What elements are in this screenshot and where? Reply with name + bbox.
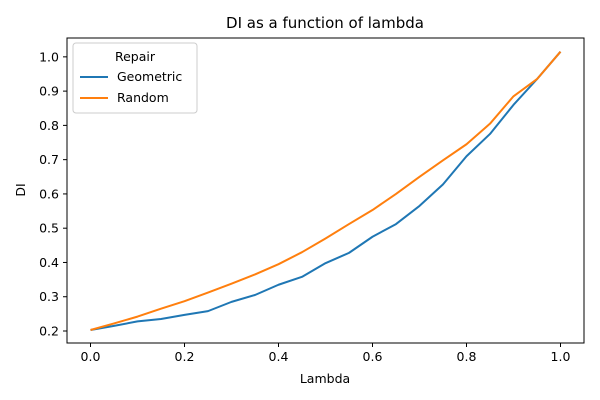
x-tick-label: 0.4	[269, 349, 289, 364]
axes-frame	[66, 37, 585, 344]
chart-title: DI as a function of lambda	[226, 14, 424, 32]
x-tick-label: 0.6	[363, 349, 383, 364]
legend-box	[72, 42, 198, 114]
legend-label-geometric: Geometric	[117, 69, 182, 84]
x-tick-label: 0.0	[81, 349, 101, 364]
y-tick-label: 0.7	[39, 152, 59, 167]
y-tick-label: 0.8	[39, 118, 59, 133]
plot-area	[90, 51, 562, 331]
x-axis: 0.0 0.2 0.4 0.6 0.8 1.0	[81, 343, 571, 364]
x-tick-label: 1.0	[551, 349, 571, 364]
legend-title: Repair	[115, 49, 156, 64]
legend: Repair Geometric Random	[72, 42, 198, 114]
y-tick-label: 0.6	[39, 186, 59, 201]
x-tick-label: 0.2	[175, 349, 195, 364]
y-axis: 0.2 0.3 0.4 0.5 0.6 0.7 0.8 0.9 1.0	[39, 49, 67, 339]
x-tick-label: 0.8	[457, 349, 477, 364]
y-tick-label: 0.2	[39, 324, 59, 339]
x-axis-label: Lambda	[300, 371, 350, 386]
y-tick-label: 1.0	[39, 49, 59, 64]
legend-label-random: Random	[117, 90, 169, 105]
y-tick-label: 0.9	[39, 84, 59, 99]
y-axis-label: DI	[13, 183, 28, 196]
y-tick-label: 0.5	[39, 221, 59, 236]
y-tick-label: 0.4	[39, 255, 59, 270]
y-tick-label: 0.3	[39, 289, 59, 304]
